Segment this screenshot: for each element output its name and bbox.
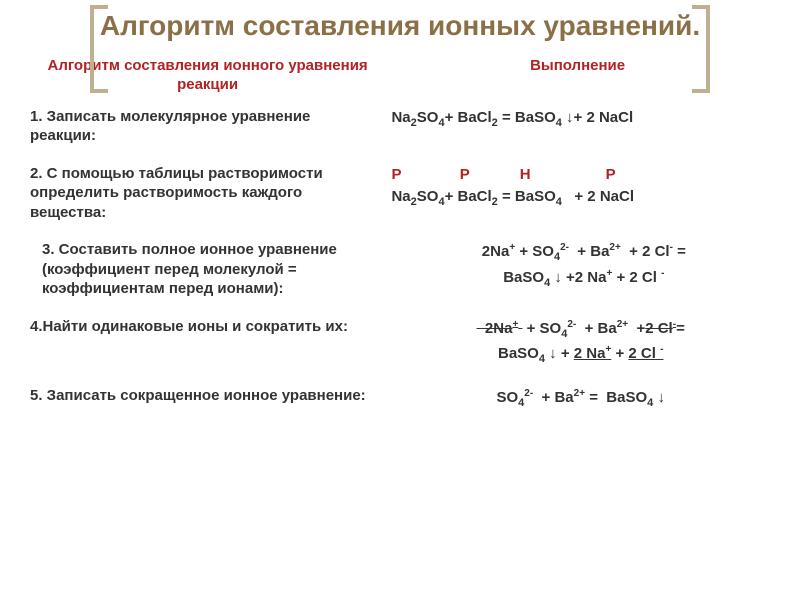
header-algorithm: Алгоритм составления ионного уравнения р… — [30, 57, 385, 95]
bracket-left — [90, 5, 108, 93]
step-5-exec: SO42- + Ba2+ = BaSO4 ↓ — [391, 386, 770, 412]
step-1-text: 1. Записать молекулярное уравнение реакц… — [30, 107, 391, 146]
step-row-3: 3. Составить полное ионное уравнение (ко… — [30, 240, 770, 299]
step-1-exec: Na2SO4+ BaCl2 = BaSO4 ↓+ 2 NaCl — [391, 107, 770, 132]
step-row-4: 4.Найти одинаковые ионы и сократить их: … — [30, 317, 770, 368]
step-5-text: 5. Записать сокращенное ионное уравнение… — [30, 386, 391, 406]
step-4-exec: 2Na+ + SO42- + Ba2+ +2 Cl-=BaSO4 ↓ + 2 N… — [391, 317, 770, 368]
column-headers: Алгоритм составления ионного уравнения р… — [30, 57, 770, 95]
step-row-5: 5. Записать сокращенное ионное уравнение… — [30, 386, 770, 412]
step-2-text: 2. С помощью таблицы растворимости опред… — [30, 164, 391, 223]
step-row-2: 2. С помощью таблицы растворимости опред… — [30, 164, 770, 223]
step-3-text: 3. Составить полное ионное уравнение (ко… — [30, 240, 398, 299]
slide-container: Алгоритм составления ионных уравнений. А… — [0, 0, 800, 439]
title-area: Алгоритм составления ионных уравнений. — [30, 10, 770, 42]
header-execution: Выполнение — [385, 57, 770, 95]
step-2-exec: Р Р Н РNa2SO4+ BaCl2 = BaSO4 + 2 NaCl — [391, 164, 770, 211]
slide-title: Алгоритм составления ионных уравнений. — [100, 10, 700, 42]
step-row-1: 1. Записать молекулярное уравнение реакц… — [30, 107, 770, 146]
step-4-text: 4.Найти одинаковые ионы и сократить их: — [30, 317, 391, 337]
step-3-exec: 2Na+ + SO42- + Ba2+ + 2 Cl- =BaSO4 ↓ +2 … — [398, 240, 770, 291]
bracket-right — [692, 5, 710, 93]
